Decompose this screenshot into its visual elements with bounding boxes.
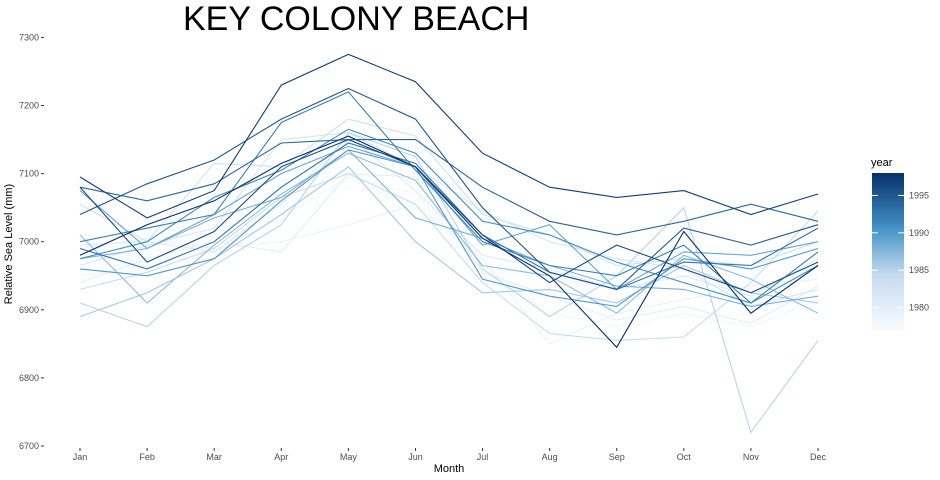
x-tick-label: May — [340, 452, 358, 462]
x-tick-label: Dec — [810, 452, 827, 462]
x-axis: Jan Feb Mar Apr May Jun Jul Aug Sep Oct Nov Dec — [73, 448, 827, 462]
series-line-1977 — [79, 186, 819, 290]
legend-colorbar — [872, 173, 904, 330]
y-tick-label: 7000 — [19, 237, 39, 247]
x-tick-label: Sep — [609, 452, 625, 462]
x-tick-label: Apr — [274, 452, 288, 462]
y-tick-label: 7300 — [19, 32, 39, 42]
legend-tick-label: 1985 — [909, 265, 929, 275]
series-lines — [79, 53, 819, 434]
series-line-1982 — [79, 132, 819, 307]
series-line-1980 — [79, 173, 819, 324]
y-axis: 6700 6800 6900 7000 7100 7200 7300 — [19, 32, 44, 451]
series-line-1995 — [79, 87, 819, 291]
y-tick-label: 7200 — [19, 101, 39, 111]
series-line-1996 — [79, 139, 819, 294]
x-tick-label: Aug — [542, 452, 558, 462]
x-tick-label: Feb — [139, 452, 155, 462]
x-tick-label: Jun — [408, 452, 423, 462]
legend-tick-label: 1990 — [909, 228, 929, 238]
x-tick-label: Nov — [743, 452, 760, 462]
series-line-1981 — [79, 135, 819, 297]
y-tick-label: 6700 — [19, 441, 39, 451]
legend-ticks: 1980 1985 1990 1995 — [872, 190, 929, 313]
chart-title: KEY COLONY BEACH — [183, 0, 529, 38]
series-line-1992 — [79, 91, 819, 304]
x-tick-label: Mar — [206, 452, 222, 462]
color-legend: year 1980 1985 1990 1995 — [871, 157, 929, 330]
x-tick-label: Jul — [477, 452, 489, 462]
series-line-1988 — [79, 149, 819, 307]
x-axis-title: Month — [434, 463, 465, 475]
y-tick-label: 6800 — [19, 373, 39, 383]
x-tick-label: Oct — [677, 452, 692, 462]
y-tick-label: 6900 — [19, 305, 39, 315]
y-axis-title: Relative Sea Level (mm) — [3, 184, 15, 304]
series-line-1990 — [79, 149, 819, 307]
legend-tick-label: 1995 — [909, 190, 929, 200]
series-line-1986 — [79, 166, 819, 318]
y-tick-label: 7100 — [19, 169, 39, 179]
legend-title: year — [871, 157, 893, 169]
series-line-1997 — [79, 53, 819, 219]
legend-tick-label: 1980 — [909, 303, 929, 313]
x-tick-label: Jan — [73, 452, 88, 462]
series-line-1984 — [79, 173, 819, 341]
series-line-1998 — [79, 135, 819, 349]
series-line-1993 — [79, 142, 819, 290]
